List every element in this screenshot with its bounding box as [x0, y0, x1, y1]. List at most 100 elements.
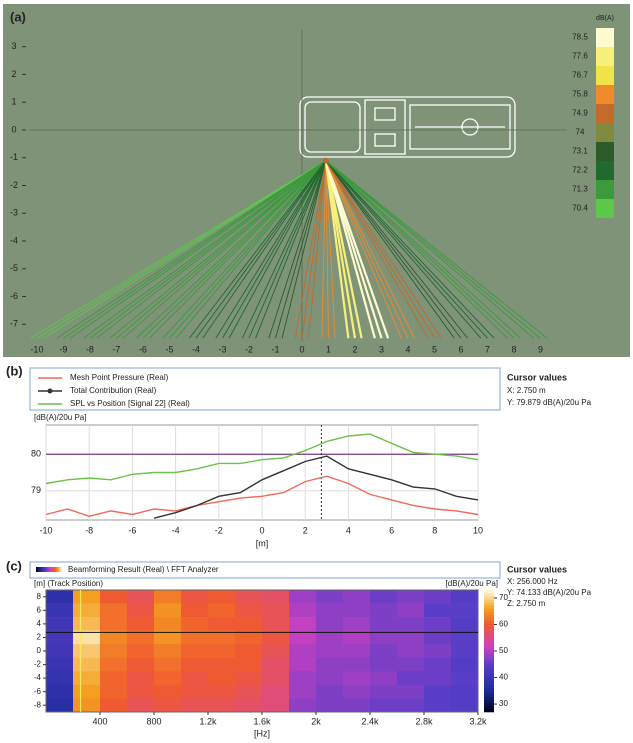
heatmap-cell [127, 617, 155, 631]
heatmap-cell [235, 630, 263, 645]
heatmap-cell [46, 617, 74, 631]
ray [268, 160, 327, 339]
x-tick-label: 1 [326, 344, 331, 354]
heatmap-cell [73, 644, 101, 659]
x-tick-label: 5 [432, 344, 437, 354]
heatmap-cell [451, 590, 479, 604]
heatmap-cell [154, 603, 182, 618]
ray [325, 160, 495, 339]
heatmap-cell [424, 657, 452, 672]
heatmap-cell [208, 590, 236, 604]
ray [324, 160, 363, 339]
heatmap-cell [262, 644, 290, 659]
colorbar-step [484, 708, 494, 713]
heatmap-cell [181, 671, 209, 686]
heatmap-cell [451, 630, 479, 645]
colorbar-step [484, 681, 494, 685]
heatmap-cell [73, 617, 101, 631]
heatmap-cell [343, 657, 371, 672]
x-axis-label: [Hz] [254, 728, 270, 738]
ray [89, 160, 327, 339]
heatmap-cell [343, 590, 371, 604]
heatmap-cell [73, 684, 101, 699]
heatmap-cell [235, 671, 263, 686]
y-tick-label: 1 [11, 97, 16, 107]
heatmap-cell [316, 630, 344, 645]
heatmap-cell [289, 590, 317, 604]
ray [83, 160, 327, 339]
x-tick-label: -5 [165, 344, 173, 354]
ray [281, 160, 327, 339]
x-tick-label: 3 [379, 344, 384, 354]
heatmap-cell [154, 617, 182, 631]
heatmap-cell [208, 671, 236, 686]
heatmap-cell [262, 590, 290, 604]
x-tick-label: -8 [85, 525, 93, 535]
panel-label: (c) [6, 558, 22, 573]
heatmap-cell [127, 698, 155, 713]
heatmap-cell [289, 617, 317, 631]
heatmap-cell [289, 603, 317, 618]
ray [43, 160, 327, 339]
x-tick-label: -9 [59, 344, 67, 354]
heatmap-cell [397, 684, 425, 699]
x-tick-label: -2 [215, 525, 223, 535]
cursor-value: X: 256.000 Hz [507, 577, 558, 586]
heatmap-cell [289, 671, 317, 686]
heatmap-cell [181, 657, 209, 672]
heatmap-cell [370, 644, 398, 659]
y-tick-label: -2 [34, 660, 42, 669]
heatmap-cell [289, 698, 317, 713]
heatmap-cell [289, 630, 317, 645]
x-tick-label: 400 [92, 716, 107, 726]
heatmap-cell [370, 698, 398, 713]
heatmap-cell [73, 603, 101, 618]
x-tick-label: 800 [146, 716, 161, 726]
colorbar-label: 75.8 [572, 90, 588, 99]
cursor-value: X: 2.750 m [507, 386, 546, 395]
heatmap-cell [316, 590, 344, 604]
ray [69, 160, 327, 339]
ray [248, 160, 327, 339]
colorbar-label: 72.2 [572, 166, 588, 175]
colorbar-step [484, 672, 494, 676]
ray [228, 160, 327, 339]
ray [325, 160, 462, 339]
heatmap-cell [316, 644, 344, 659]
y-tick-label: 6 [37, 605, 42, 614]
heatmap-cell [262, 617, 290, 631]
heatmap-cell [208, 684, 236, 699]
series-line [45, 475, 479, 518]
ray [325, 160, 468, 339]
y-tick-label: 2 [37, 633, 42, 642]
heatmap-cell [208, 630, 236, 645]
heatmap-cell [73, 657, 101, 672]
y-tick-label: -8 [34, 700, 42, 709]
heatmap-cell [46, 644, 74, 659]
heatmap-cell [316, 698, 344, 713]
heatmap-cell [208, 603, 236, 618]
heatmap-cell [451, 671, 479, 686]
colorbar-step [484, 669, 494, 673]
heatmap-cell [100, 644, 128, 659]
heatmap-cell [127, 630, 155, 645]
heatmap-cell [235, 617, 263, 631]
colorbar-step [484, 687, 494, 691]
x-tick-label: -7 [112, 344, 120, 354]
heatmap-cell [424, 617, 452, 631]
colorbar-label: 76.7 [572, 71, 588, 80]
heatmap-cell [100, 590, 128, 604]
colorbar-label: 74 [576, 128, 585, 137]
heatmap-cell [370, 671, 398, 686]
heatmap-cell [181, 644, 209, 659]
colorbar-step [484, 629, 494, 633]
colorbar-tick-label: 30 [499, 699, 508, 708]
ray [162, 160, 327, 339]
heatmap-cell [451, 617, 479, 631]
colorbar-step [484, 641, 494, 646]
colorbar-step [484, 635, 494, 640]
heatmap-cell [397, 617, 425, 631]
legend-label: Total Contribution (Real) [70, 386, 157, 395]
